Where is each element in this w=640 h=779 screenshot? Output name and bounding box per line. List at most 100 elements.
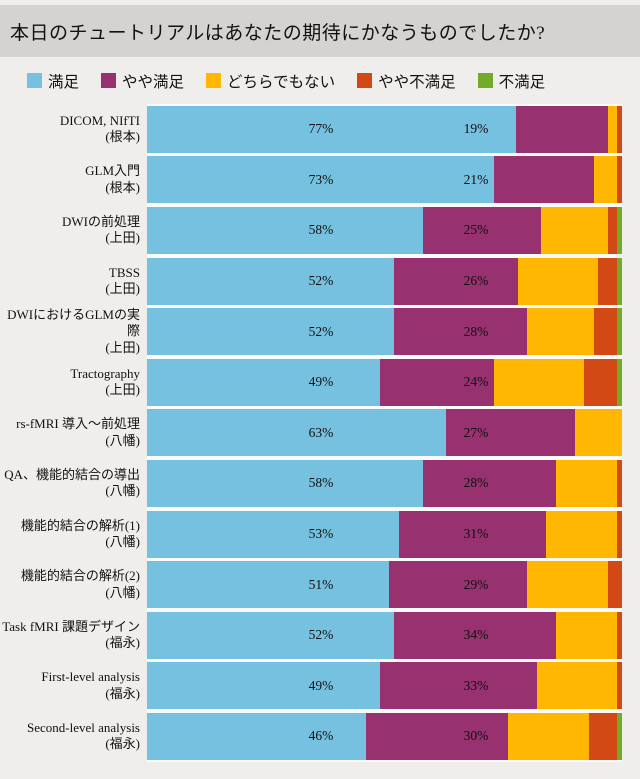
bar-segment-neutral <box>555 459 618 507</box>
stacked-bar: 58% 25% <box>147 206 622 254</box>
chart-row: Task fMRI 課題デザイン (福永) 52% 34% <box>0 610 640 661</box>
category-speaker: (根本) <box>105 129 140 145</box>
bar-segment-dissatisfied <box>617 712 622 760</box>
value-label-satisfied: 52% <box>308 273 334 289</box>
value-label-somewhat-satisfied: 33% <box>463 677 489 693</box>
stacked-bar: 53% 31% <box>147 510 622 558</box>
value-label-somewhat-satisfied: 31% <box>463 526 489 542</box>
category-speaker: (上田) <box>105 230 140 246</box>
bar-segment-somewhat-dissatisfied <box>617 459 622 507</box>
value-label-somewhat-satisfied: 27% <box>463 424 489 440</box>
bar-segment-satisfied <box>147 105 517 153</box>
value-label-somewhat-satisfied: 28% <box>463 323 489 339</box>
legend-item: やや不満足 <box>357 70 456 92</box>
category-speaker: (八幡) <box>105 584 140 600</box>
stacked-bar: 52% 26% <box>147 257 622 305</box>
bar-segment-neutral <box>555 611 618 659</box>
legend-item: 不満足 <box>477 70 546 92</box>
bar-segment-somewhat-dissatisfied <box>617 156 622 204</box>
category-label: Second-level analysis (福永) <box>0 720 140 753</box>
bar-segment-satisfied <box>147 308 394 356</box>
stacked-bar: 49% 33% <box>147 662 622 710</box>
chart-row: 機能的結合の解析(2) (八幡) 51% 29% <box>0 559 640 610</box>
value-label-satisfied: 77% <box>308 121 334 137</box>
bar-segment-somewhat-satisfied <box>394 257 518 305</box>
value-label-satisfied: 49% <box>308 677 334 693</box>
bar-segment-satisfied <box>147 712 366 760</box>
bar-segment-somewhat-dissatisfied <box>617 611 622 659</box>
category-speaker: (上田) <box>105 382 140 398</box>
value-label-satisfied: 52% <box>308 627 334 643</box>
bar-segment-satisfied <box>147 459 423 507</box>
value-label-somewhat-satisfied: 25% <box>463 222 489 238</box>
chart-row: First-level analysis (福永) 49% 33% <box>0 661 640 712</box>
category-name: Task fMRI 課題デザイン <box>2 618 140 634</box>
category-speaker: (福永) <box>105 685 140 701</box>
category-name: QA、機能的結合の導出 <box>4 466 140 482</box>
stacked-bar: 58% 28% <box>147 459 622 507</box>
bar-segment-dissatisfied <box>617 308 622 356</box>
stacked-bar: 52% 34% <box>147 611 622 659</box>
chart-row: DWIの前処理 (上田) 58% 25% <box>0 205 640 256</box>
bar-segment-satisfied <box>147 662 380 710</box>
legend-swatch-icon <box>357 73 373 88</box>
bar-segment-neutral <box>517 257 599 305</box>
value-label-somewhat-satisfied: 34% <box>463 627 489 643</box>
bar-segment-somewhat-satisfied <box>379 662 537 710</box>
value-label-satisfied: 63% <box>308 424 334 440</box>
value-label-satisfied: 52% <box>308 323 334 339</box>
category-label: Tractography (上田) <box>0 366 140 399</box>
category-label: DICOM, NIfTI (根本) <box>0 113 140 146</box>
category-name: DICOM, NIfTI <box>59 112 140 128</box>
bar-segment-somewhat-dissatisfied <box>617 662 622 710</box>
chart-row: DICOM, NIfTI (根本) 77% 19% <box>0 104 640 155</box>
bar-segment-satisfied <box>147 156 494 204</box>
category-name: 機能的結合の解析(2) <box>20 568 140 584</box>
category-speaker: (上田) <box>105 281 140 297</box>
legend-swatch-icon <box>101 73 117 88</box>
category-speaker: (福永) <box>105 635 140 651</box>
value-label-satisfied: 58% <box>308 475 334 491</box>
bar-segment-satisfied <box>147 510 399 558</box>
value-label-satisfied: 73% <box>308 171 334 187</box>
category-label: DWIにおけるGLMの実際 (上田) <box>0 307 140 357</box>
category-name: rs-fMRI 導入〜前処理 <box>16 416 140 432</box>
value-label-somewhat-satisfied: 19% <box>463 121 489 137</box>
category-label: QA、機能的結合の導出 (八幡) <box>0 467 140 500</box>
legend-item: 満足 <box>27 70 79 92</box>
bar-segment-somewhat-dissatisfied <box>617 105 622 153</box>
bar-segment-neutral <box>508 712 589 760</box>
chart-title: 本日のチュートリアルはあなたの期待にかなうものでしたか? <box>10 22 546 44</box>
bar-segment-neutral <box>546 510 618 558</box>
legend-swatch-icon <box>206 73 222 88</box>
category-name: First-level analysis <box>41 669 140 685</box>
bar-segment-somewhat-dissatisfied <box>617 510 622 558</box>
bar-segment-somewhat-satisfied <box>422 459 556 507</box>
value-label-somewhat-satisfied: 30% <box>463 728 489 744</box>
stacked-bar: 77% 19% <box>147 105 622 153</box>
bar-segment-somewhat-satisfied <box>422 206 542 254</box>
stacked-bar: 46% 30% <box>147 712 622 760</box>
legend-label: やや不満足 <box>378 73 456 91</box>
chart-row: Tractography (上田) 49% 24% <box>0 357 640 408</box>
category-name: DWIの前処理 <box>62 213 140 229</box>
bar-segment-somewhat-dissatisfied <box>593 308 618 356</box>
legend-item: どちらでもない <box>206 70 335 92</box>
value-label-somewhat-satisfied: 29% <box>463 576 489 592</box>
bar-segment-satisfied <box>147 611 394 659</box>
category-name: GLM入門 <box>85 163 140 179</box>
value-label-satisfied: 51% <box>308 576 334 592</box>
value-label-somewhat-satisfied: 26% <box>463 273 489 289</box>
legend-swatch-icon <box>27 73 42 88</box>
bar-segment-somewhat-satisfied <box>493 156 594 204</box>
chart-row: rs-fMRI 導入〜前処理 (八幡) 63% 27% <box>0 408 640 459</box>
stacked-bar: 63% 27% <box>147 409 622 457</box>
legend-swatch-icon <box>477 73 493 88</box>
bar-segment-dissatisfied <box>617 257 622 305</box>
bar-segment-satisfied <box>147 206 423 254</box>
chart-row: 機能的結合の解析(1) (八幡) 53% 31% <box>0 509 640 560</box>
legend-label: 不満足 <box>498 73 546 91</box>
bar-segment-somewhat-satisfied <box>394 611 556 659</box>
stacked-bar: 73% 21% <box>147 156 622 204</box>
category-label: TBSS (上田) <box>0 265 140 298</box>
